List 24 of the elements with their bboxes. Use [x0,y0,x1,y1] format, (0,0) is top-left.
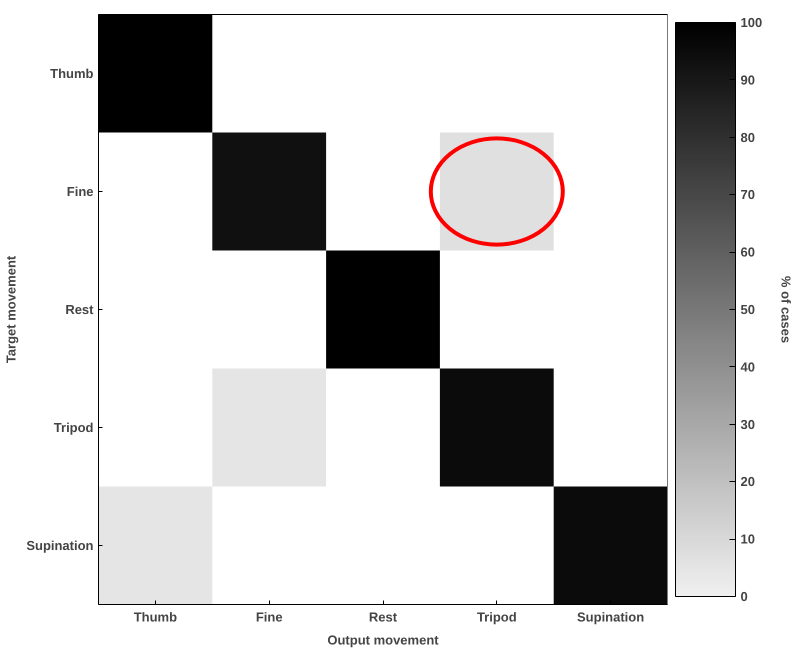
x-tick-label: Tripod [476,610,517,624]
y-axis-title: Target movement [3,255,18,364]
color-bar-label: 100 [740,15,762,30]
x-tick-label: Rest [368,610,398,624]
color-bar-label: 80 [740,130,755,145]
y-tick-label: Tripod [54,420,94,435]
color-bar-label: 10 [740,532,755,547]
color-bar-label: 50 [740,302,755,317]
x-tick-label: Fine [256,610,283,624]
color-bar-title: % of cases [778,276,794,344]
x-tick-label: Thumb [134,610,178,624]
color-bar-label: 0 [740,589,748,604]
x-tick-label: Supination [577,610,644,624]
y-tick-label: Thumb [50,66,94,81]
color-bar-label: 20 [740,474,755,490]
color-bar-label: 60 [740,244,755,260]
color-bar-label: 40 [740,359,755,374]
y-tick-label: Fine [66,184,94,199]
color-bar-label: 90 [740,72,755,88]
y-tick-label: Rest [65,302,94,317]
x-axis-title: Output movement [327,632,440,648]
y-tick-label: Supination [26,538,94,553]
color-bar-label: 30 [740,416,755,432]
color-bar-label: 70 [740,187,755,202]
